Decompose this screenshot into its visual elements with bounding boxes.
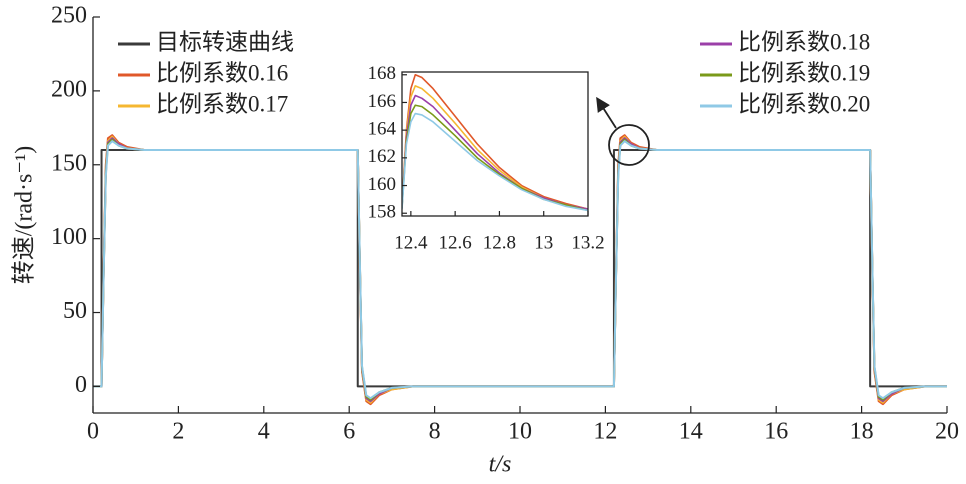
zoom-circle bbox=[608, 124, 650, 166]
y-tick-label: 250 bbox=[51, 3, 87, 29]
series-line bbox=[402, 94, 588, 210]
y-tick-label: 162 bbox=[368, 146, 397, 167]
x-tick-label: 12.8 bbox=[483, 232, 516, 253]
x-tick-label: 10 bbox=[508, 419, 532, 445]
y-tick-label: 160 bbox=[368, 174, 397, 195]
x-tick-label: 14 bbox=[679, 419, 703, 445]
y-tick-label: 158 bbox=[368, 202, 397, 223]
y-tick-label: 150 bbox=[51, 150, 87, 176]
x-tick-label: 13 bbox=[534, 232, 553, 253]
series-line bbox=[402, 112, 588, 212]
y-tick-label: 164 bbox=[368, 119, 397, 140]
x-tick-label: 4 bbox=[258, 419, 270, 445]
x-tick-label: 16 bbox=[764, 419, 788, 445]
inset-background bbox=[402, 72, 588, 216]
y-tick-label: 0 bbox=[75, 372, 87, 398]
x-tick-label: 0 bbox=[87, 419, 99, 445]
legend-label: 比例系数0.16 bbox=[156, 60, 288, 85]
x-tick-label: 8 bbox=[429, 419, 441, 445]
x-tick-label: 20 bbox=[935, 419, 959, 445]
legend-label: 目标转速曲线 bbox=[156, 29, 294, 54]
x-axis-label: t/s bbox=[489, 452, 512, 478]
series-group bbox=[402, 73, 588, 212]
series-line bbox=[93, 140, 947, 400]
legend-label: 比例系数0.17 bbox=[156, 91, 288, 116]
inset-plot: 12.4 12.6 12.8 13 13.2 158 160 162 164 166 168 bbox=[368, 63, 605, 253]
y-axis-label: 转速/(rad·s⁻¹) bbox=[11, 146, 38, 285]
legend-label: 比例系数0.19 bbox=[738, 60, 870, 85]
y-tick-label: 50 bbox=[63, 298, 87, 324]
main-plot: 0 2 4 6 8 10 12 14 16 18 20050100150200250目标转速曲线比例… bbox=[51, 3, 959, 445]
y-tick-label: 168 bbox=[368, 63, 397, 84]
inset-frame bbox=[401, 71, 589, 217]
y-tick-label: 200 bbox=[51, 76, 87, 102]
x-tick-label: 13.2 bbox=[571, 232, 604, 253]
x-tick-label: 12.6 bbox=[439, 232, 472, 253]
legend-label: 比例系数0.18 bbox=[738, 29, 870, 54]
x-tick-label: 6 bbox=[343, 419, 355, 445]
zoom-arrow bbox=[596, 96, 617, 129]
x-tick-label: 2 bbox=[172, 419, 184, 445]
x-tick-label: 12.4 bbox=[394, 232, 428, 253]
y-tick-label: 166 bbox=[368, 91, 397, 112]
series-line bbox=[402, 73, 588, 210]
y-tick-label: 100 bbox=[51, 224, 87, 250]
legend-label: 比例系数0.20 bbox=[738, 91, 870, 116]
x-tick-label: 12 bbox=[593, 419, 617, 445]
series-group bbox=[93, 134, 947, 406]
x-tick-label: 18 bbox=[850, 419, 874, 445]
